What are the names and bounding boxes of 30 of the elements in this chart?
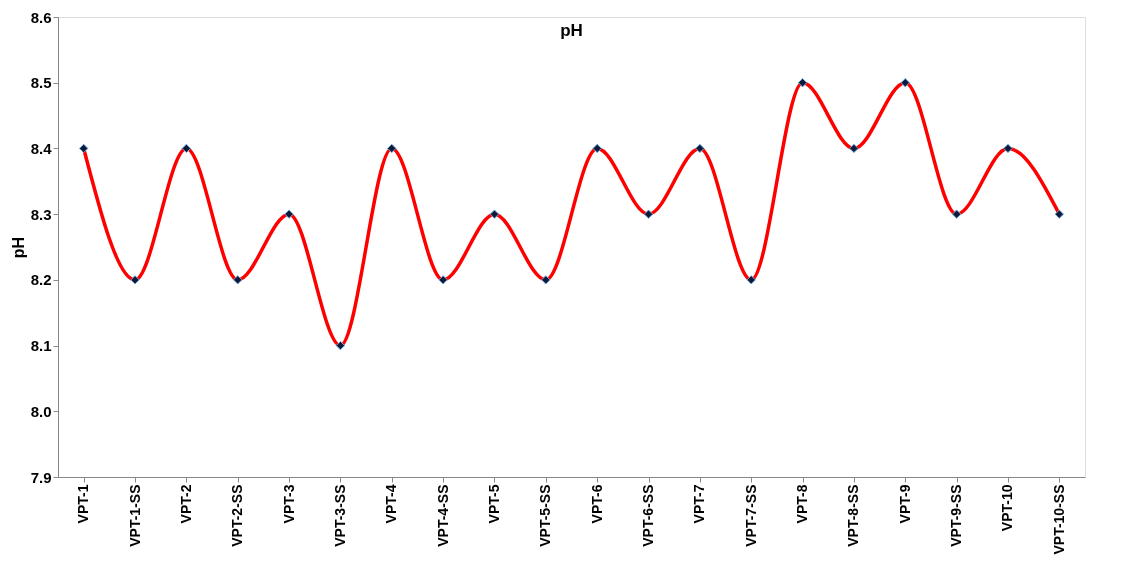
y-tick-label: 8.1	[30, 337, 52, 355]
x-tick-label: VPT-6-SS	[640, 484, 657, 547]
x-tick-label: VPT-4-SS	[434, 484, 451, 547]
y-tick-label: 8.2	[30, 271, 52, 289]
y-axis-title: pH	[9, 236, 27, 259]
x-tick-label: VPT-5	[485, 484, 502, 524]
y-tick-label: 8.0	[30, 402, 52, 420]
x-tick-label: VPT-10	[999, 484, 1016, 532]
chart-title: pH	[560, 21, 583, 40]
x-tick-label: VPT-2	[177, 484, 194, 524]
x-tick-label: VPT-8-SS	[845, 484, 862, 547]
y-tick-label: 8.3	[30, 205, 52, 223]
x-tick-label: VPT-1	[75, 484, 92, 524]
x-tick-label: VPT-3	[280, 484, 297, 524]
y-tick-label: 8.5	[30, 74, 52, 92]
x-tick-label: VPT-1-SS	[126, 484, 143, 547]
x-tick-label: VPT-10-SS	[1050, 484, 1067, 555]
x-tick-label: VPT-9-SS	[948, 484, 965, 547]
x-tick-label: VPT-7-SS	[742, 484, 759, 547]
x-tick-label: VPT-9	[896, 484, 913, 524]
x-tick-label: VPT-4	[383, 484, 400, 524]
x-tick-label: VPT-6	[588, 484, 605, 524]
x-tick-label: VPT-8	[794, 484, 811, 524]
x-tick-label: VPT-7	[691, 484, 708, 524]
x-tick-label: VPT-3-SS	[331, 484, 348, 547]
x-tick-label: VPT-5-SS	[537, 484, 554, 547]
y-tick-label: 8.6	[30, 8, 52, 26]
x-tick-label: VPT-2-SS	[229, 484, 246, 547]
y-tick-label: 7.9	[30, 468, 52, 486]
y-tick-label: 8.4	[30, 139, 53, 157]
